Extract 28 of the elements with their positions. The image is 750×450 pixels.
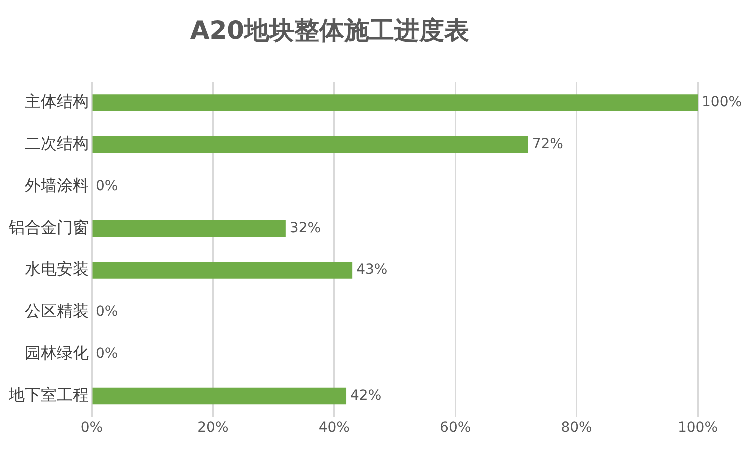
bar: [92, 94, 698, 112]
x-tick-label: 0%: [80, 420, 104, 436]
bar: [92, 262, 353, 279]
data-label: 0%: [96, 178, 118, 194]
data-label: 32%: [290, 220, 322, 236]
data-label: 72%: [532, 136, 564, 152]
y-tick-label: 主体结构: [25, 92, 89, 112]
data-label: 42%: [350, 388, 382, 404]
y-tick-label: 地下室工程: [8, 385, 89, 404]
bar: [92, 220, 286, 238]
y-tick-label: 水电安装: [25, 260, 89, 279]
y-tick-label: 园林绿化: [25, 344, 89, 363]
x-tick-label: 80%: [561, 420, 592, 436]
x-tick-label: 40%: [318, 420, 350, 436]
data-label: 0%: [96, 346, 118, 362]
y-tick-label: 铝合金门窗: [8, 218, 89, 237]
y-tick-label: 外墙涂料: [25, 176, 89, 195]
x-tick-label: 20%: [198, 420, 229, 436]
data-label: 43%: [356, 262, 388, 278]
data-label: 0%: [96, 304, 118, 320]
data-label: 100%: [702, 94, 742, 111]
bar: [92, 136, 528, 154]
chart-title: A20地块整体施工进度表: [189, 15, 471, 47]
x-tick-label: 60%: [440, 420, 472, 436]
y-tick-label: 二次结构: [25, 134, 89, 154]
bar: [92, 388, 347, 405]
y-tick-label: 公区精装: [25, 302, 89, 321]
x-tick-label: 100%: [678, 420, 718, 436]
